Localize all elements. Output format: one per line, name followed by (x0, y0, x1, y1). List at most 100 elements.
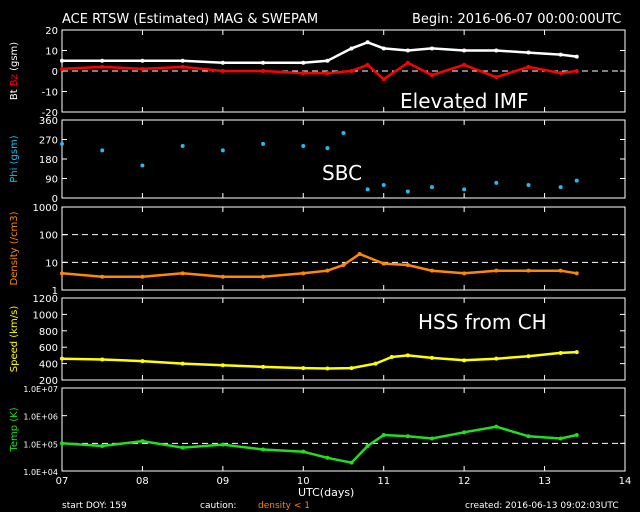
data-point-phi (140, 163, 145, 168)
data-point-density (220, 274, 225, 279)
data-point-density (462, 271, 467, 276)
annotation-hss: HSS from CH (418, 310, 547, 334)
ytick-label-phi: 90 (45, 175, 58, 186)
data-point-phi (100, 148, 105, 153)
data-point-speed (574, 350, 579, 355)
data-point-speed (494, 356, 499, 361)
data-point-bz (180, 64, 185, 69)
data-point-bt (180, 58, 185, 63)
ytick-label-speed: 200 (39, 376, 58, 387)
data-point-phi (526, 183, 531, 187)
data-point-speed (301, 366, 306, 371)
data-point-density (341, 263, 346, 268)
data-point-density (60, 271, 64, 276)
data-point-speed (526, 354, 531, 359)
data-point-bt (381, 46, 386, 51)
data-point-temp (405, 434, 410, 439)
data-point-temp (140, 439, 145, 444)
data-point-temp (365, 444, 370, 449)
ytick-label-mag: -10 (42, 88, 58, 99)
data-point-density (494, 268, 499, 273)
data-point-speed (349, 366, 354, 371)
data-point-density (301, 271, 306, 276)
data-point-speed (325, 366, 330, 371)
data-point-bt (220, 60, 225, 65)
data-point-speed (60, 356, 64, 361)
data-point-speed (389, 355, 394, 360)
data-point-bz (365, 62, 370, 67)
ytick-label-density: 1000 (33, 203, 58, 214)
ytick-label-mag: 20 (45, 26, 58, 37)
data-point-density (325, 268, 330, 273)
data-point-bz (381, 77, 386, 82)
data-point-speed (220, 363, 225, 368)
data-point-density (405, 263, 410, 268)
data-point-bz (462, 62, 467, 67)
data-point-phi (405, 189, 410, 194)
data-point-temp (558, 436, 563, 441)
ytick-label-speed: 1200 (33, 294, 58, 305)
data-point-phi (494, 180, 499, 185)
data-point-density (180, 271, 185, 276)
data-point-bt (261, 60, 266, 65)
caution-label: caution: (200, 501, 236, 511)
ylabel-phi: Phi (gsm) (9, 135, 20, 183)
data-point-bz (429, 73, 434, 78)
xtick-label: 12 (458, 476, 471, 487)
data-point-bz (494, 75, 499, 80)
ytick-label-mag: 10 (45, 47, 58, 58)
data-point-bt (462, 48, 467, 53)
data-point-bt (325, 58, 330, 63)
data-point-bz (60, 66, 64, 71)
ylabel-speed: Speed (km/s) (9, 306, 20, 373)
data-point-bz (100, 64, 105, 69)
start-doy: start DOY: 159 (62, 501, 127, 511)
data-point-bt (429, 46, 434, 51)
data-point-temp (180, 445, 185, 450)
data-point-temp (100, 444, 105, 449)
begin-time: Begin: 2016-06-07 00:00:00UTC (412, 12, 621, 27)
xtick-label: 08 (136, 476, 149, 487)
data-point-bz (261, 69, 266, 73)
ylabel-part: (gsm) (9, 42, 20, 74)
panel-frame-density (61, 206, 626, 291)
data-point-temp (220, 442, 225, 447)
data-point-temp (60, 441, 64, 446)
data-point-phi (60, 141, 64, 146)
density-caution: density < 1 (258, 501, 310, 511)
data-point-bz (405, 60, 410, 65)
data-point-bz (558, 71, 563, 76)
data-point-phi (574, 178, 579, 183)
xtick-label: 09 (216, 476, 229, 487)
data-point-bt (140, 58, 145, 63)
data-point-phi (462, 187, 467, 192)
data-point-speed (558, 350, 563, 355)
ytick-label-phi: 180 (39, 155, 58, 166)
data-point-phi (429, 185, 434, 190)
xtick-label: 11 (377, 476, 390, 487)
data-point-density (429, 268, 434, 273)
data-point-temp (325, 455, 330, 460)
data-point-temp (462, 430, 467, 435)
ytick-label-phi: 270 (39, 136, 58, 147)
x-axis-label: UTC(days) (298, 486, 354, 499)
data-point-density (357, 252, 362, 257)
data-point-speed (261, 364, 266, 369)
data-point-phi (365, 187, 370, 192)
data-point-bt (526, 50, 531, 55)
ytick-label-density: 1 (52, 286, 58, 297)
data-point-bt (301, 60, 306, 65)
series-line-bz (61, 61, 577, 81)
data-point-temp (494, 424, 499, 429)
xtick-label: 13 (538, 476, 551, 487)
data-point-speed (180, 361, 185, 366)
created-time: created: 2016-06-13 09:02:03UTC (465, 501, 619, 511)
data-point-phi (325, 146, 330, 151)
data-point-bz (301, 71, 306, 76)
ytick-label-phi: 360 (39, 116, 58, 127)
data-point-phi (381, 183, 386, 187)
data-point-bt (60, 58, 64, 63)
annotation-elevated-imf: Elevated IMF (400, 89, 528, 113)
